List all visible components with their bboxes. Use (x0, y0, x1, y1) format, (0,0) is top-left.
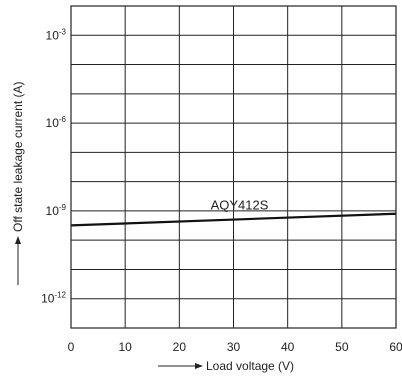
y-tick-labels: 10-3 10-6 10-9 10-12 (41, 27, 66, 305)
series-label: AQY412S (211, 198, 269, 213)
x-tick-label: 60 (389, 340, 402, 354)
series-line-aqy412s (70, 212, 397, 227)
y-tick-label: 10-9 (46, 203, 67, 218)
series-layer: AQY412S (70, 198, 397, 227)
x-axis-arrow-head (195, 363, 203, 369)
x-tick-label: 50 (335, 340, 349, 354)
x-axis-label-group: Load voltage (V) (158, 359, 294, 373)
y-tick-label: 10-12 (41, 291, 66, 306)
y-axis-label: Off state leakage current (A) (11, 81, 25, 232)
x-tick-label: 0 (68, 340, 75, 354)
y-axis-arrow-head (15, 236, 21, 244)
x-tick-label: 10 (118, 340, 132, 354)
y-axis-label-group: Off state leakage current (A) (11, 81, 25, 285)
y-tick-label: 10-6 (46, 115, 67, 130)
x-tick-label: 40 (281, 340, 295, 354)
x-tick-label: 20 (173, 340, 187, 354)
y-tick-label: 10-3 (46, 27, 67, 42)
x-tick-labels: 0 10 20 30 40 50 60 (68, 340, 402, 354)
x-axis-label: Load voltage (V) (206, 359, 294, 373)
plot-frame (70, 5, 397, 329)
grid (70, 5, 397, 329)
x-tick-label: 30 (227, 340, 241, 354)
